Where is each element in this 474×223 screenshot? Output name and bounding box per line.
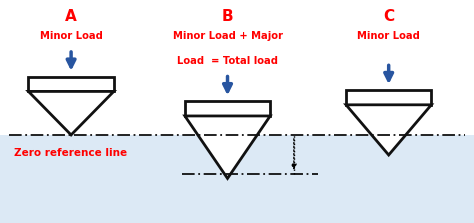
Text: Load  = Total load: Load = Total load <box>177 56 278 66</box>
Polygon shape <box>346 105 431 155</box>
Text: Minor Load + Major: Minor Load + Major <box>173 31 283 41</box>
Text: Minor Load: Minor Load <box>40 31 102 41</box>
Text: C: C <box>383 9 394 24</box>
Polygon shape <box>28 91 114 135</box>
Text: A: A <box>65 9 77 24</box>
Text: Zero reference line: Zero reference line <box>14 148 128 158</box>
Bar <box>28 77 114 91</box>
Bar <box>185 101 270 116</box>
Text: Minor Load: Minor Load <box>357 31 420 41</box>
Bar <box>0 135 474 223</box>
Bar <box>346 90 431 105</box>
Text: B: B <box>222 9 233 24</box>
Polygon shape <box>185 116 270 178</box>
